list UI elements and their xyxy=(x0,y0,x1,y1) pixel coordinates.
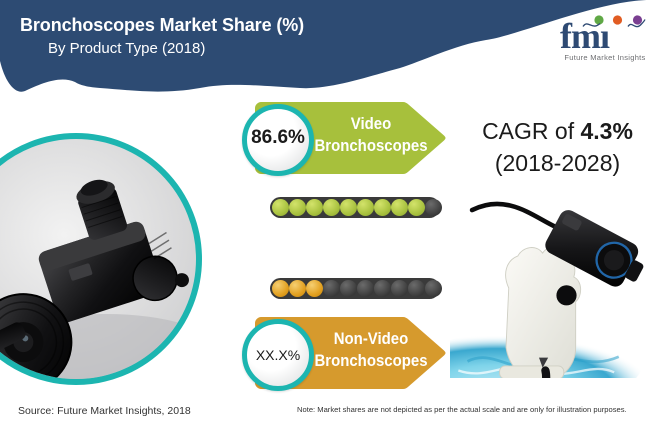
svg-text:fmı: fmı xyxy=(560,16,610,51)
